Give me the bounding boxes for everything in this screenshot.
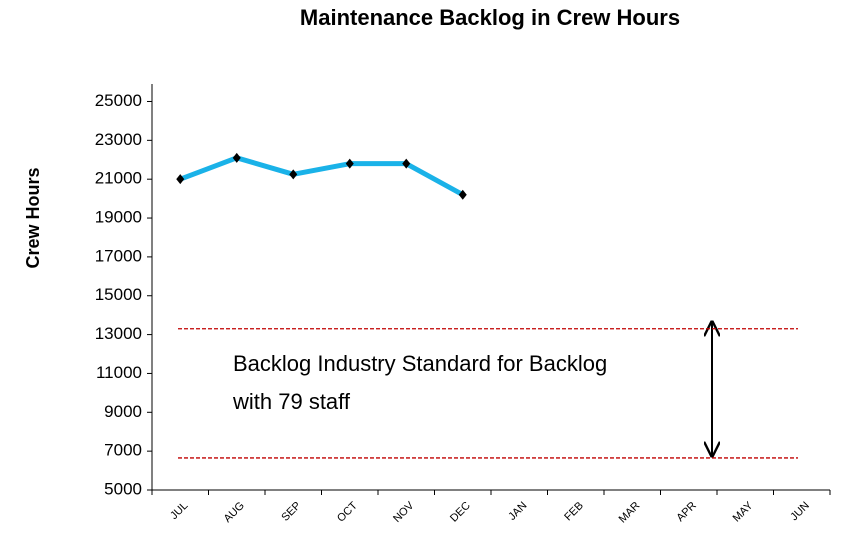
- marker: [176, 174, 185, 185]
- marker: [289, 169, 298, 180]
- x-tick-label: APR: [674, 500, 699, 525]
- x-tick-label: FEB: [562, 500, 586, 524]
- y-tick-label: 11000: [96, 363, 142, 382]
- annotation: Backlog Industry Standard for Backlog: [233, 351, 607, 376]
- x-tick-label: MAR: [617, 500, 643, 526]
- annotation: with 79 staff: [232, 389, 351, 414]
- y-tick-label: 7000: [104, 441, 142, 460]
- marker: [345, 158, 354, 169]
- x-tick-label: AUG: [222, 500, 247, 525]
- y-tick-label: 13000: [95, 324, 142, 343]
- x-tick-label: NOV: [391, 499, 417, 525]
- y-tick-label: 9000: [104, 402, 142, 421]
- y-axis-label: Crew Hours: [23, 167, 43, 268]
- y-tick-label: 15000: [95, 285, 142, 304]
- y-tick-label: 21000: [95, 169, 142, 188]
- x-tick-label: MAY: [731, 499, 756, 524]
- chart-title: Maintenance Backlog in Crew Hours: [300, 5, 680, 30]
- marker: [458, 189, 467, 200]
- y-tick-label: 19000: [95, 208, 142, 227]
- x-tick-label: JUN: [788, 500, 812, 524]
- y-tick-label: 25000: [95, 91, 142, 110]
- y-tick-label: 23000: [95, 130, 142, 149]
- x-tick-label: SEP: [279, 500, 303, 524]
- x-tick-label: OCT: [335, 500, 360, 525]
- marker: [232, 152, 241, 163]
- line: [179, 155, 464, 197]
- y-tick-label: 17000: [95, 246, 142, 265]
- y-tick-label: 5000: [104, 479, 142, 498]
- x-tick-label: JAN: [506, 500, 529, 523]
- marker: [402, 158, 411, 169]
- x-tick-label: DEC: [448, 500, 473, 525]
- x-tick-label: JUL: [168, 500, 190, 522]
